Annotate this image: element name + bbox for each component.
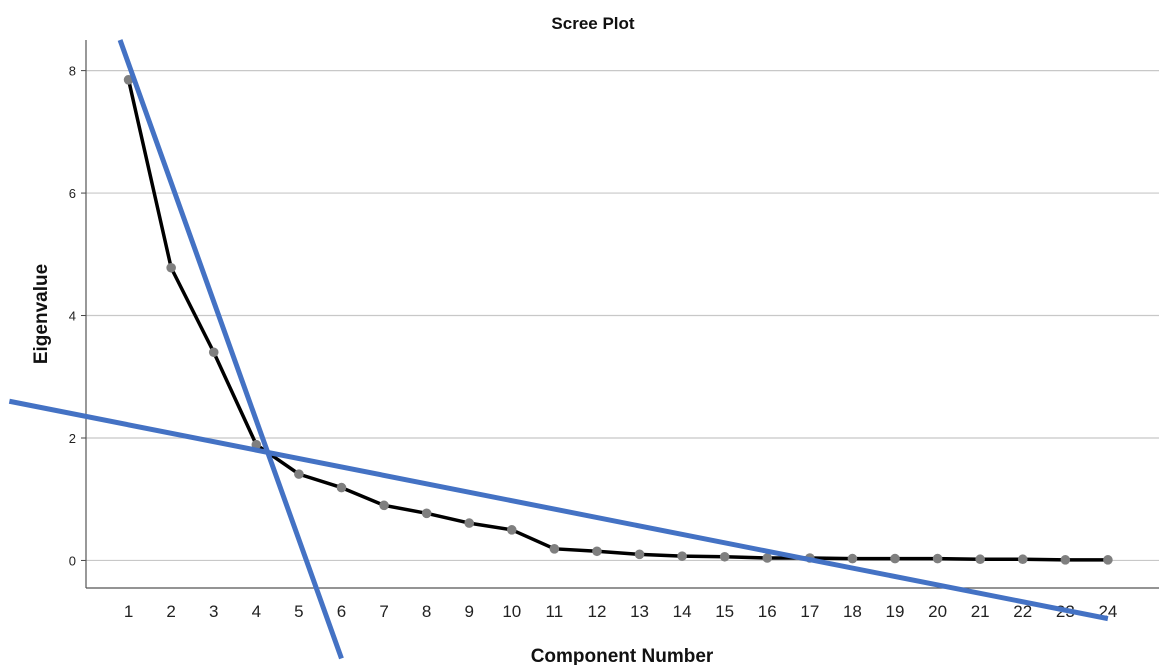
x-tick-label: 17 [800,602,819,621]
x-tick-label: 6 [337,602,346,621]
y-tick-label: 6 [69,186,76,201]
data-point [379,500,389,511]
x-tick-labels: 123456789101112131415161718192021222324 [124,602,1118,621]
data-point [932,553,943,564]
x-tick-label: 14 [673,602,692,621]
annotation-lines [8,39,1109,660]
y-tick-label: 8 [69,64,76,79]
x-tick-label: 16 [758,602,777,621]
data-point [549,544,560,554]
data-point [634,549,645,560]
y-axis-label: Eigenvalue [31,264,52,364]
x-tick-label: 10 [502,602,521,621]
data-point [677,551,687,561]
annotation-line [117,39,344,660]
data-point [1060,555,1071,565]
x-tick-label: 19 [886,602,905,621]
data-point [762,553,773,563]
x-tick-label: 11 [546,602,564,621]
y-tick-labels: 0 2 4 6 8 [69,64,76,569]
x-tick-label: 9 [464,602,473,621]
data-point [847,553,858,564]
x-tick-label: 20 [928,602,947,621]
y-tick-label: 2 [69,431,76,446]
x-tick-label: 21 [971,602,990,621]
series-layer [123,74,1113,565]
data-point [975,554,985,565]
x-tick-label: 13 [630,602,649,621]
data-point [421,508,432,519]
data-point [506,525,517,535]
data-point [592,546,602,557]
y-tick-label: 4 [69,309,76,324]
data-point [166,262,176,273]
annotation-line [8,398,1109,622]
x-tick-label: 2 [166,602,175,621]
gridlines [86,70,1159,562]
x-tick-label: 4 [252,602,261,621]
x-tick-label: 22 [1013,602,1032,621]
x-tick-label: 3 [209,602,218,621]
axes [81,40,1159,589]
data-point [1103,555,1113,565]
x-tick-label: 15 [715,602,734,621]
data-point [890,553,900,564]
x-tick-label: 1 [124,602,133,621]
x-tick-label: 18 [843,602,862,621]
x-tick-label: 5 [294,602,303,621]
series-line [126,79,1108,562]
chart-title: Scree Plot [551,14,634,33]
data-point [719,551,730,562]
data-point [336,482,347,493]
data-point [464,518,475,528]
x-tick-label: 8 [422,602,431,621]
x-axis-label: Component Number [531,646,714,665]
data-point [1017,554,1028,565]
data-point [294,469,304,479]
y-tick-label: 0 [69,553,76,568]
data-point [208,347,219,358]
x-tick-label: 12 [587,602,606,621]
x-tick-label: 7 [379,602,388,621]
